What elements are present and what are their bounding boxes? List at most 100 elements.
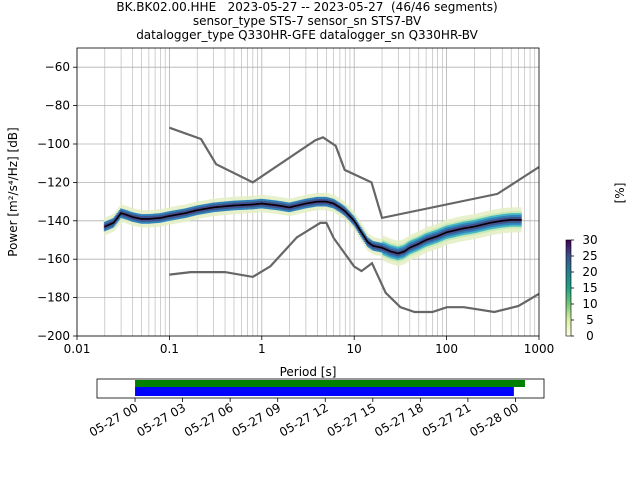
pdf-cell	[494, 209, 497, 212]
pdf-cell	[110, 226, 113, 229]
pdf-cell	[285, 203, 288, 206]
pdf-cell	[482, 219, 485, 222]
pdf-cell	[155, 222, 158, 225]
pdf-cell	[124, 205, 127, 208]
pdf-cell	[449, 240, 452, 243]
pdf-cell	[434, 243, 437, 246]
pdf-cell	[340, 213, 343, 216]
pdf-cell	[322, 194, 325, 197]
pdf-cell	[207, 211, 210, 214]
pdf-cell	[229, 212, 232, 215]
pdf-cell	[168, 220, 171, 223]
pdf-cell	[133, 208, 137, 211]
pdf-cell	[483, 221, 487, 224]
pdf-cell	[154, 221, 157, 224]
pdf-cell	[210, 201, 213, 204]
pdf-cell	[126, 210, 130, 213]
pdf-cell	[484, 228, 488, 231]
pdf-cell	[389, 244, 392, 247]
pdf-cell	[119, 214, 123, 217]
pdf-cell	[460, 231, 463, 234]
pdf-cell	[376, 239, 379, 242]
pdf-cell	[176, 209, 179, 212]
pdf-cell	[151, 209, 154, 212]
pdf-cell	[344, 202, 347, 205]
pdf-cell	[338, 213, 341, 216]
pdf-cell	[264, 206, 267, 209]
pdf-cell	[452, 235, 455, 238]
pdf-cell	[494, 213, 497, 216]
pdf-cell	[448, 232, 451, 235]
pdf-cell	[352, 224, 355, 227]
pdf-cell	[296, 200, 299, 203]
pdf-cell	[228, 206, 231, 209]
pdf-cell	[427, 234, 430, 237]
pdf-cell	[137, 209, 140, 212]
pdf-cell	[366, 247, 369, 250]
pdf-cell	[458, 224, 461, 227]
pdf-cell	[251, 195, 254, 198]
pdf-cell	[465, 232, 468, 235]
pdf-cell	[220, 209, 223, 212]
pdf-cell	[148, 212, 152, 215]
pdf-cell	[158, 222, 161, 225]
pdf-cell	[479, 235, 482, 238]
pdf-cell	[173, 218, 176, 221]
pdf-cell	[513, 213, 517, 216]
pdf-cell	[488, 223, 491, 226]
pdf-cell	[320, 204, 324, 207]
pdf-cell	[290, 213, 294, 216]
pdf-cell	[393, 241, 396, 244]
x-tick-label: 10	[347, 342, 362, 356]
pdf-cell	[106, 226, 109, 229]
pdf-cell	[430, 239, 433, 242]
pdf-cell	[420, 231, 423, 234]
pdf-cell	[258, 196, 261, 199]
pdf-cell	[430, 248, 433, 251]
pdf-cell	[250, 195, 253, 198]
pdf-cell	[264, 197, 267, 200]
pdf-cell	[173, 219, 176, 222]
pdf-cell	[457, 238, 460, 241]
pdf-cell	[400, 241, 403, 244]
pdf-cell	[377, 253, 380, 256]
pdf-cell	[297, 209, 301, 212]
pdf-cell	[237, 202, 240, 205]
pdf-cell	[411, 253, 414, 256]
pdf-cell	[193, 211, 197, 214]
pdf-cell	[499, 225, 503, 228]
pdf-cell	[488, 225, 491, 228]
pdf-cell	[316, 208, 319, 211]
mode-line	[104, 200, 522, 255]
pdf-cell	[468, 232, 471, 235]
pdf-cell	[441, 235, 444, 238]
pdf-cell	[473, 215, 476, 218]
pdf-cell	[408, 256, 411, 259]
pdf-cell	[366, 241, 369, 244]
pdf-cell	[461, 229, 465, 232]
pdf-cell	[257, 208, 260, 211]
pdf-cell	[394, 263, 398, 266]
pdf-cell	[491, 211, 495, 214]
pdf-cell	[309, 203, 312, 206]
pdf-cell	[287, 204, 290, 207]
pdf-cell	[230, 202, 234, 205]
pdf-cell	[288, 198, 291, 201]
pdf-cell	[390, 254, 393, 257]
pdf-cell	[443, 224, 446, 227]
pdf-cell	[411, 239, 414, 242]
pdf-cell	[268, 205, 272, 208]
pdf-cell	[245, 205, 249, 208]
pdf-cell	[350, 209, 354, 212]
pdf-cell	[258, 198, 261, 201]
pdf-cell	[267, 199, 271, 202]
pdf-cell	[268, 209, 272, 212]
pdf-cell	[413, 252, 416, 255]
pdf-cell	[311, 205, 314, 208]
pdf-cell	[197, 214, 200, 217]
pdf-cell	[372, 252, 376, 255]
pdf-cell	[497, 226, 500, 229]
pdf-cell	[324, 196, 327, 199]
pdf-cell	[518, 226, 521, 229]
